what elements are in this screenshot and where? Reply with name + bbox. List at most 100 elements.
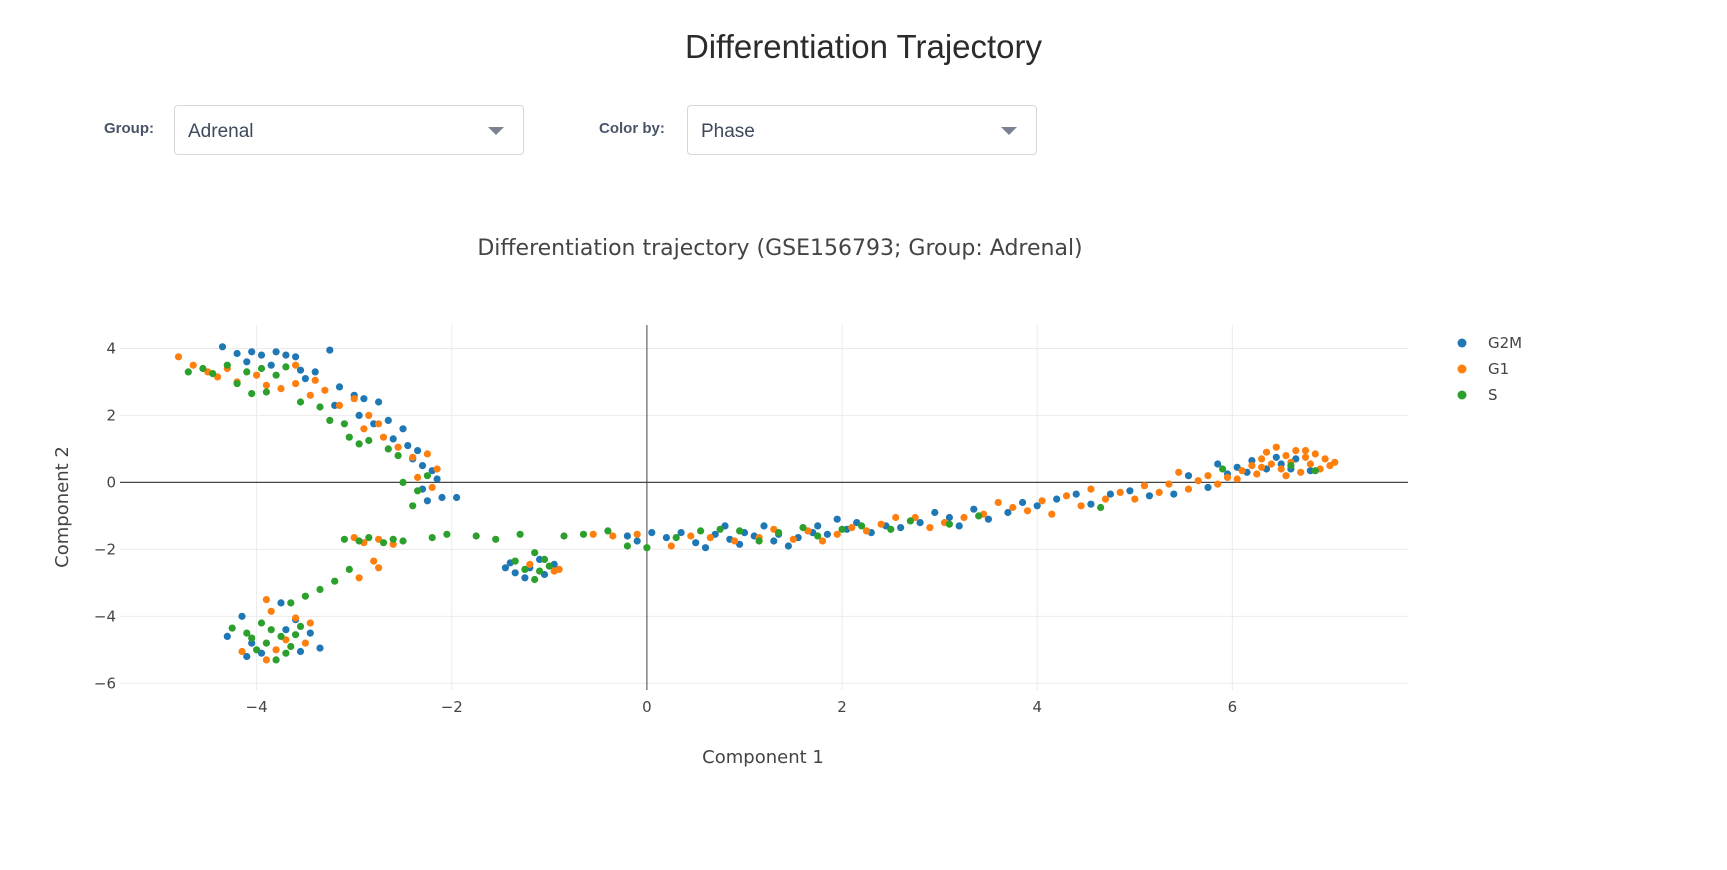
group-dropdown-value: Adrenal <box>188 121 254 142</box>
data-point-g2m <box>311 368 319 376</box>
data-point-g1 <box>379 433 388 441</box>
data-point-g2m <box>335 383 344 391</box>
data-point-g1 <box>370 557 378 565</box>
data-point-s <box>399 537 407 545</box>
data-point-g1 <box>355 574 363 582</box>
data-point-s <box>579 530 588 538</box>
data-point-g1 <box>667 542 675 550</box>
data-point-s <box>775 529 783 537</box>
data-point-g2m <box>931 508 939 517</box>
data-point-g1 <box>1306 460 1314 468</box>
data-point-s <box>209 370 217 378</box>
data-point-s <box>272 371 280 379</box>
data-point-g2m <box>984 515 993 523</box>
data-point-g2m <box>272 348 280 356</box>
data-point-g1 <box>189 361 197 369</box>
data-point-g2m <box>277 599 285 607</box>
data-point-g1 <box>1062 492 1071 500</box>
data-point-s <box>516 530 524 538</box>
data-point-s <box>887 525 895 533</box>
data-point-g2m <box>326 346 334 354</box>
data-point-s <box>287 599 295 607</box>
data-point-g1 <box>414 473 422 481</box>
data-point-g2m <box>916 519 924 527</box>
data-point-g2m <box>1004 508 1012 517</box>
data-point-g1 <box>174 353 183 361</box>
data-point-g2m <box>248 348 256 356</box>
data-point-s <box>248 634 256 642</box>
y-tick-label: −6 <box>94 674 116 692</box>
data-point-g2m <box>945 513 954 522</box>
data-point-s <box>262 388 270 396</box>
data-point-g2m <box>770 537 778 545</box>
legend[interactable]: G2M G1 S <box>1457 334 1523 404</box>
data-point-g1 <box>389 540 397 548</box>
data-point-g2m <box>1272 453 1280 461</box>
data-point-s <box>623 542 632 550</box>
data-point-s <box>296 398 305 406</box>
data-point-s <box>736 527 744 535</box>
x-tick-label: −2 <box>441 698 463 716</box>
data-point-g1 <box>550 567 558 575</box>
data-point-s <box>858 522 866 530</box>
data-point-s <box>184 368 192 376</box>
data-point-g2m <box>1106 490 1114 498</box>
data-point-g1 <box>960 513 968 522</box>
data-point-s <box>1097 503 1105 512</box>
color-by-dropdown[interactable]: Phase <box>687 105 1037 155</box>
data-point-g1 <box>1155 488 1163 496</box>
data-point-g2m <box>677 529 685 537</box>
data-point-g1 <box>589 530 597 538</box>
data-point-g1 <box>409 453 417 461</box>
data-point-g2m <box>501 564 509 572</box>
data-point-s <box>282 363 290 371</box>
data-point-g2m <box>384 416 392 424</box>
data-point-s <box>379 539 388 547</box>
data-point-g2m <box>1053 495 1061 503</box>
data-point-g1 <box>1248 462 1256 470</box>
data-point-s <box>257 619 266 627</box>
data-point-g1 <box>360 425 368 433</box>
data-point-g2m <box>282 626 290 634</box>
data-point-g2m <box>1087 500 1095 508</box>
data-point-g2m <box>453 493 461 502</box>
data-point-g2m <box>760 522 768 530</box>
data-point-s <box>243 629 251 637</box>
x-tick-label: 6 <box>1228 698 1238 716</box>
data-point-s <box>672 534 680 542</box>
data-point-s <box>365 534 373 542</box>
data-point-g1 <box>1101 495 1110 503</box>
data-point-g1 <box>335 401 344 409</box>
data-point-s <box>409 502 417 510</box>
data-point-g1 <box>877 520 885 528</box>
data-point-s <box>223 361 231 369</box>
data-point-s <box>755 537 763 545</box>
data-point-s <box>472 532 480 540</box>
data-point-s <box>423 472 431 480</box>
data-point-g2m <box>292 353 300 361</box>
data-point-s <box>1219 465 1227 473</box>
data-point-s <box>316 403 324 411</box>
data-point-s <box>604 527 612 535</box>
data-point-g1 <box>1077 502 1085 510</box>
data-point-g1 <box>1258 455 1266 463</box>
data-point-g2m <box>1277 460 1285 468</box>
data-point-g1 <box>994 498 1002 507</box>
data-point-g2m <box>955 522 963 530</box>
group-dropdown[interactable]: Adrenal <box>174 105 524 155</box>
y-tick-label: 0 <box>106 473 116 491</box>
data-point-s <box>428 534 436 542</box>
data-point-g2m <box>243 358 251 366</box>
data-point-g2m <box>1033 502 1041 510</box>
data-point-g2m <box>521 574 529 582</box>
data-point-g2m <box>296 647 305 656</box>
data-point-s <box>253 646 261 654</box>
data-point-s <box>316 585 324 594</box>
data-point-g1 <box>375 564 383 572</box>
data-point-g1 <box>253 371 261 379</box>
data-point-s <box>355 440 363 448</box>
data-point-s <box>384 445 392 453</box>
data-point-s <box>233 380 241 388</box>
data-point-s <box>326 416 334 424</box>
data-point-s <box>292 631 300 639</box>
